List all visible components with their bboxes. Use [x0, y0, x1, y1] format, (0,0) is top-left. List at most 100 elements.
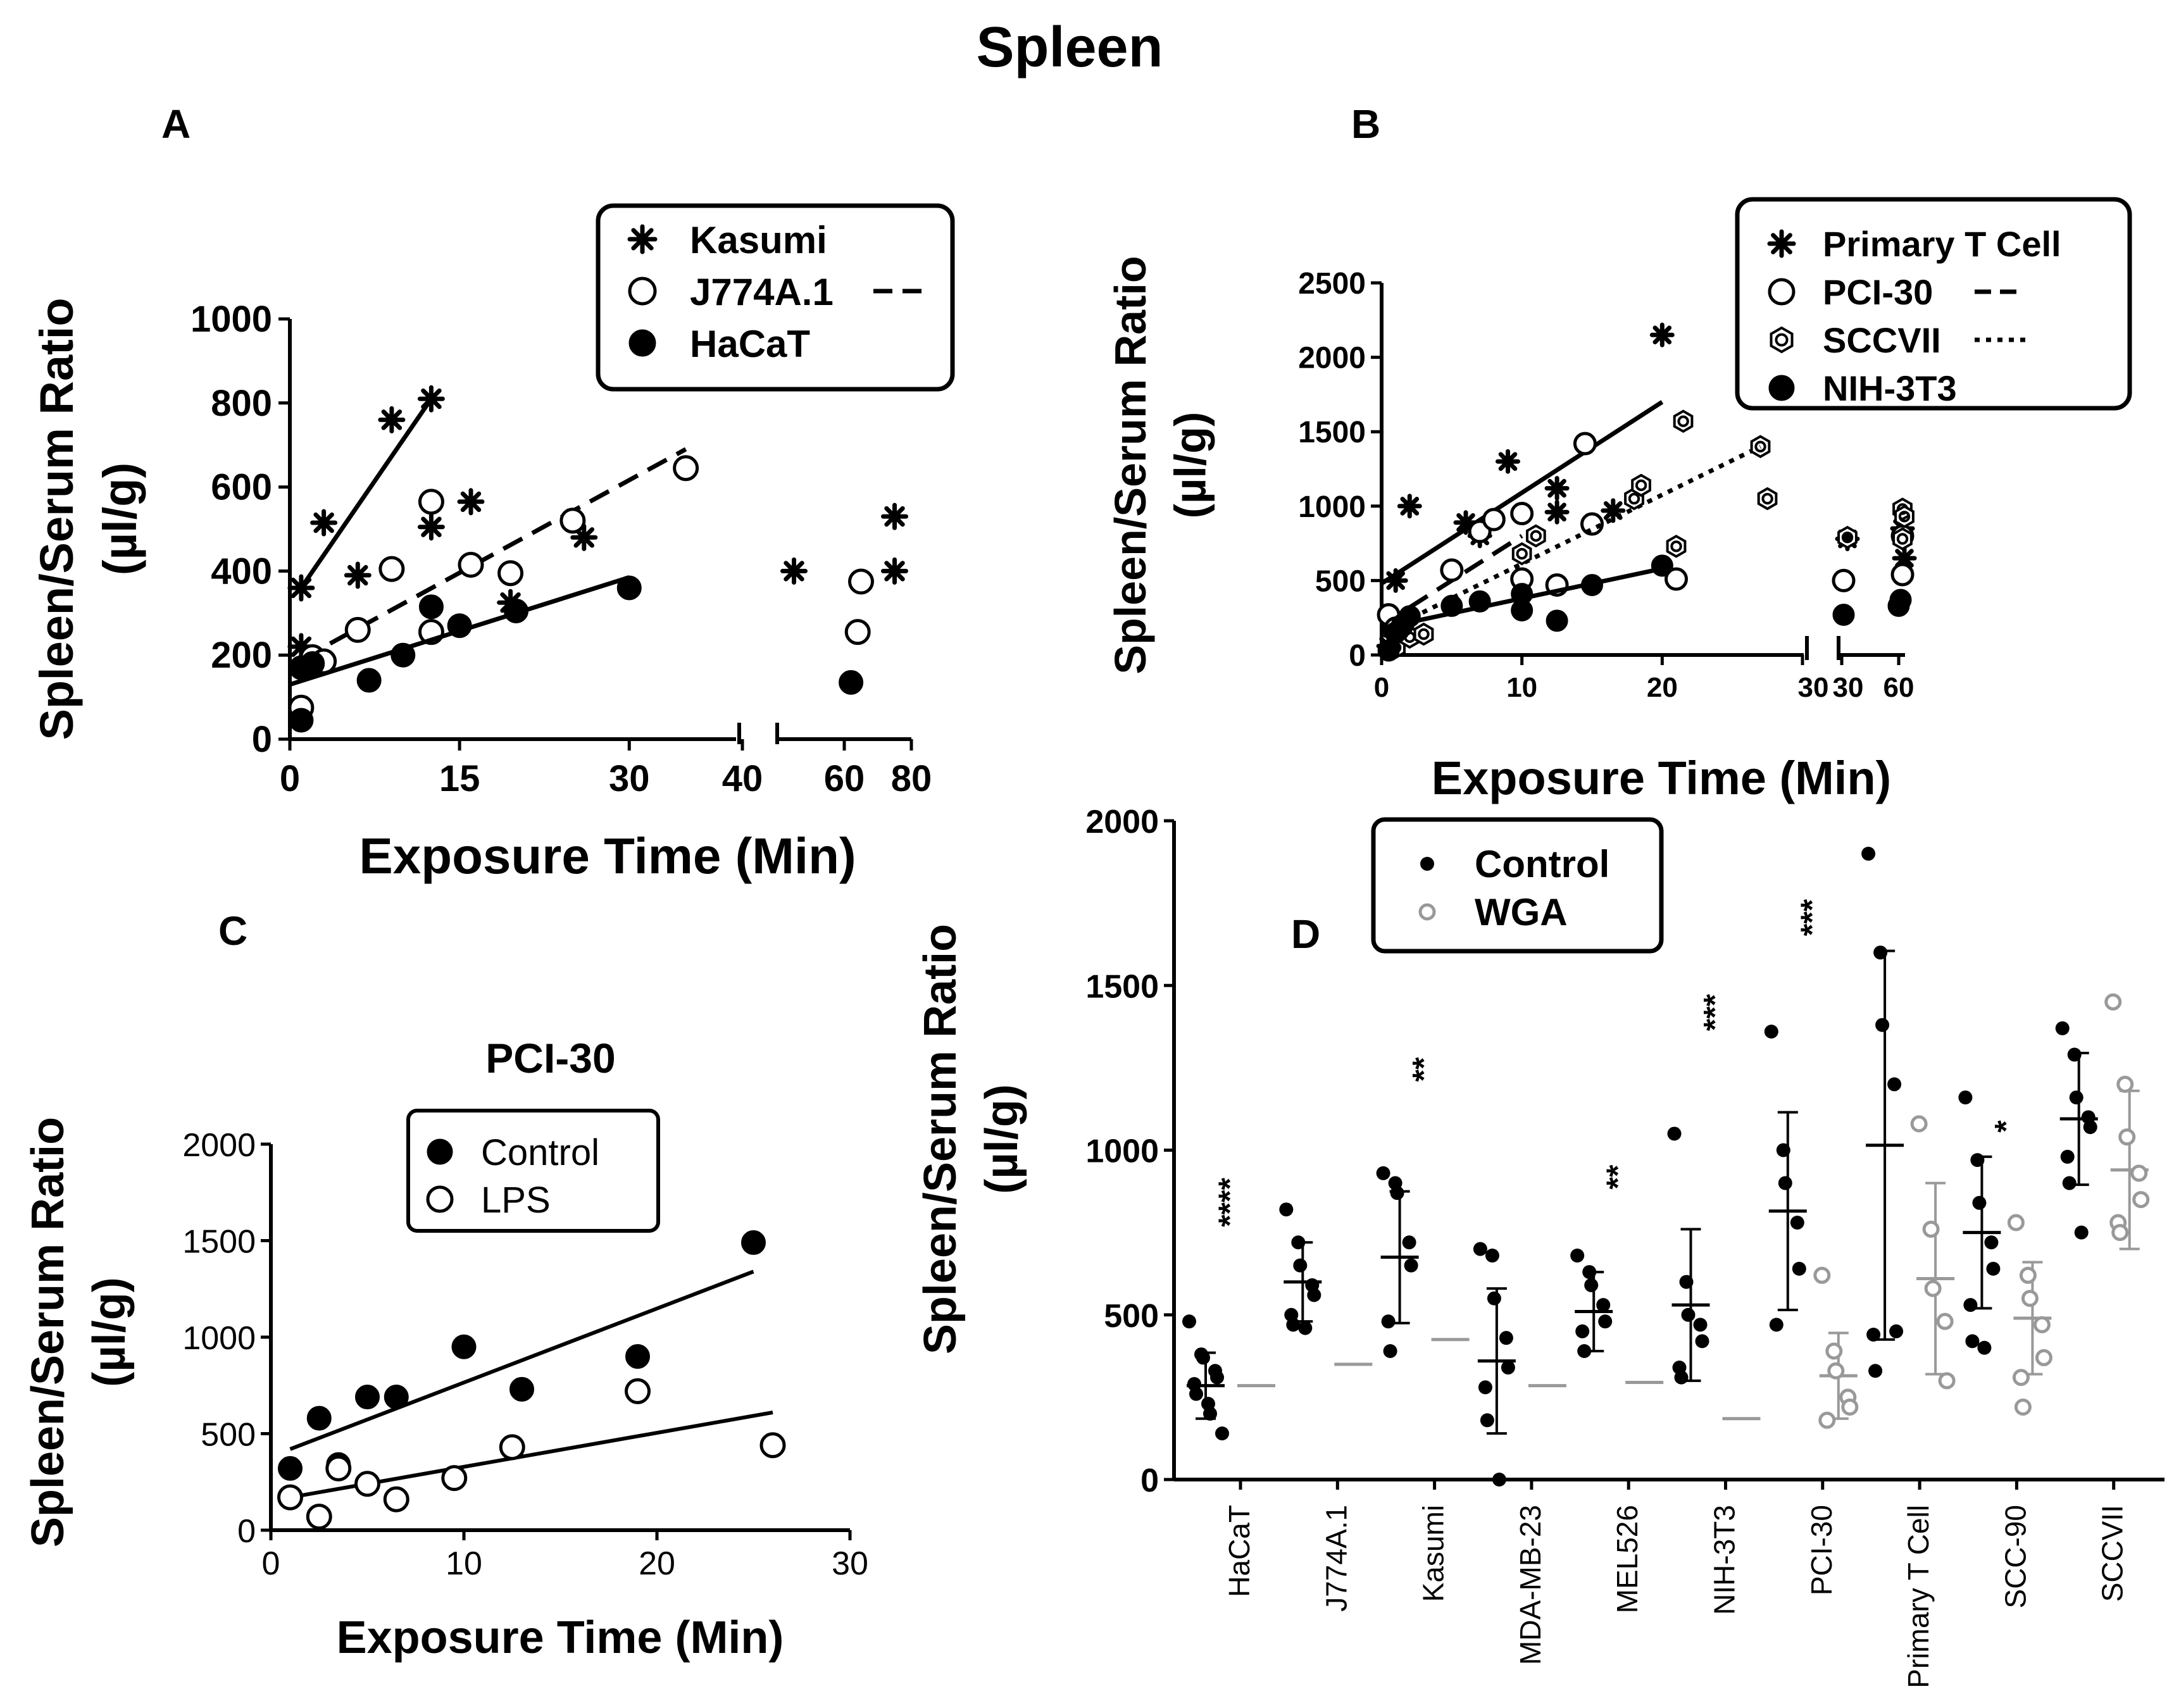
legend-marker — [427, 1138, 453, 1165]
data-point — [457, 488, 485, 516]
x-axis-label: Exposure Time (Min) — [359, 828, 856, 884]
chart-title: PCI-30 — [485, 1035, 615, 1082]
data-point — [1383, 568, 1408, 593]
data-point — [2055, 1021, 2070, 1035]
data-point — [417, 513, 445, 541]
data-point — [504, 598, 528, 623]
data-point — [2104, 993, 2122, 1011]
data-point — [1511, 583, 1534, 606]
data-point — [418, 594, 444, 620]
panel-c-marks — [277, 1230, 786, 1530]
legend-label: PCI-30 — [1823, 272, 1933, 312]
panel-a: A 0 200 400 600 800 1000 0 15 30 40 60 80 Exposure Ti… — [30, 101, 955, 884]
y-tick-label: 1000 — [1085, 1133, 1159, 1170]
panel-b: B 0 500 1000 1500 2000 2500 0 10 20 30 30 60 Exposure… — [1106, 101, 2132, 804]
data-point — [2118, 1128, 2136, 1146]
data-point — [2019, 1266, 2037, 1284]
x-tick-label: HaCaT — [1223, 1505, 1256, 1597]
data-point — [1598, 1314, 1613, 1329]
figure-title: Spleen — [976, 16, 1163, 79]
data-point — [1832, 568, 1856, 592]
data-point — [1478, 1380, 1492, 1395]
data-point — [1958, 1090, 1973, 1105]
data-point — [1573, 432, 1597, 456]
panel-c-legend: Control LPS — [406, 1109, 660, 1233]
x-tick-label: 30 — [1798, 672, 1829, 703]
data-point — [1757, 487, 1778, 511]
x-axis-label: Exposure Time (Min) — [1432, 752, 1891, 804]
data-point — [1674, 1370, 1689, 1385]
data-point — [384, 1385, 409, 1410]
y-tick-label: 0 — [237, 1513, 256, 1550]
data-point — [2060, 1149, 2075, 1164]
data-point — [1970, 1153, 1985, 1168]
data-point — [1965, 1334, 1980, 1349]
data-point — [1977, 1340, 1992, 1355]
data-point — [441, 1465, 468, 1492]
data-point — [1651, 554, 1673, 577]
legend-marker — [1420, 857, 1434, 871]
x-tick-label: 0 — [1374, 672, 1389, 703]
panel-c: C PCI-30 0 500 1000 1500 2000 0 10 20 30 Exposure T… — [23, 908, 868, 1663]
data-point — [1440, 558, 1464, 582]
data-point — [1790, 1216, 1804, 1230]
x-tick-label: 30 — [609, 758, 650, 799]
data-point — [1764, 1025, 1778, 1039]
x-tick-label: Kasumi — [1417, 1505, 1450, 1602]
data-point — [625, 1344, 650, 1369]
data-point — [509, 1376, 534, 1402]
data-point — [844, 619, 871, 645]
y-axis-label: (µl/g) — [94, 463, 146, 575]
data-point — [559, 508, 586, 534]
data-point — [1813, 1266, 1831, 1284]
data-point — [1485, 1249, 1499, 1263]
fit-line — [1380, 400, 1664, 586]
data-point — [1866, 1327, 1881, 1342]
data-point — [1673, 409, 1694, 433]
data-point — [2007, 1214, 2025, 1231]
legend-marker — [628, 329, 656, 357]
panel-b-legend: Primary T Cell PCI-30 SCCVII NIH-3T3 — [1735, 197, 2132, 411]
data-point — [2067, 1047, 2082, 1062]
legend-box — [596, 203, 955, 392]
data-point — [1570, 1249, 1585, 1263]
data-point — [417, 385, 445, 413]
data-point — [1837, 525, 1858, 549]
legend-label: HaCaT — [690, 323, 810, 365]
y-tick-label: 500 — [201, 1417, 256, 1454]
data-point — [344, 616, 371, 643]
data-point — [2035, 1349, 2052, 1366]
significance-marker: ** — [1406, 1057, 1442, 1082]
data-point — [1631, 473, 1651, 497]
data-point — [344, 561, 372, 589]
y-tick-label: 1000 — [182, 1320, 256, 1357]
data-point — [1750, 435, 1771, 459]
y-tick-label: 200 — [211, 635, 272, 676]
data-point — [2021, 1290, 2039, 1307]
x-tick-label: 15 — [439, 758, 480, 799]
series-nih-3t3 — [1377, 554, 1912, 662]
x-tick-label: 0 — [262, 1545, 280, 1582]
data-point — [570, 523, 598, 551]
data-point — [1769, 1318, 1784, 1332]
data-point — [1890, 563, 1915, 587]
data-point — [306, 1504, 332, 1530]
y-tick-label: 1500 — [1298, 416, 1366, 449]
y-tick-label: 400 — [211, 551, 272, 592]
data-point — [310, 509, 338, 537]
y-axis-label: Spleen/Serum Ratio — [30, 297, 83, 740]
data-point — [1487, 1291, 1501, 1306]
panel-a-legend: Kasumi J774A.1 HaCaT — [596, 203, 955, 392]
data-point — [1468, 590, 1491, 613]
y-tick-label: 2000 — [182, 1127, 256, 1164]
data-point — [1492, 1473, 1506, 1487]
y-tick-label: 600 — [211, 467, 272, 508]
legend-marker — [627, 224, 658, 254]
data-point — [1875, 1018, 1890, 1032]
data-point — [390, 642, 416, 668]
data-point — [2062, 1176, 2077, 1190]
data-point — [673, 455, 699, 482]
y-tick-label: 2500 — [1298, 267, 1366, 301]
legend-marker — [1768, 375, 1795, 401]
fit-line — [289, 1269, 754, 1451]
